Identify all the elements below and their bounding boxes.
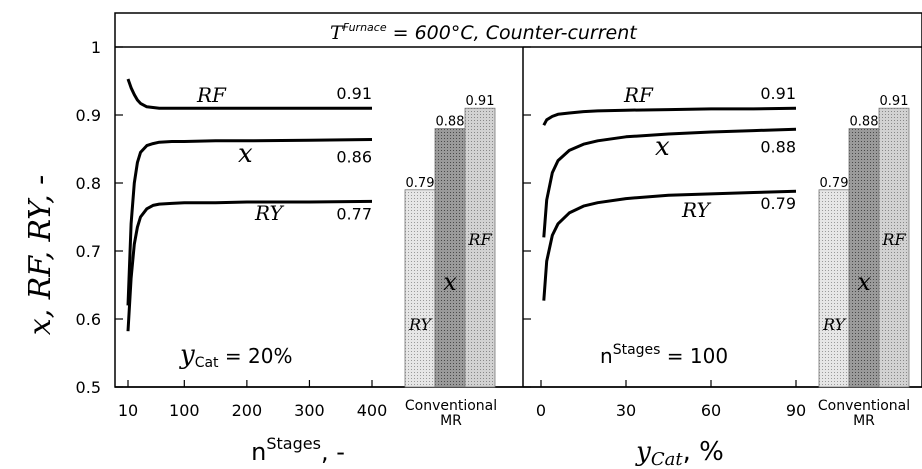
right-bar-ry <box>818 189 850 388</box>
left-bar-x-value-label: 0.88 <box>436 115 465 130</box>
left-x-tick-label: 10 <box>118 401 138 420</box>
left-x-tick-label: 100 <box>169 401 200 420</box>
right-series-rf-line <box>542 106 797 126</box>
left-annotation: yCat = 20% <box>179 340 292 371</box>
right-series-ry-name-label: RY <box>681 198 711 222</box>
left-bar-x-name-label: x <box>443 268 457 296</box>
right-mr-label: MR <box>853 413 875 429</box>
right-series-x-name-label: x <box>655 132 670 162</box>
y-tick-label: 0.5 <box>76 378 101 397</box>
left-conventional-label: Conventional <box>405 398 497 414</box>
right-bar-ry-value-label: 0.79 <box>820 176 849 191</box>
right-series-rf-name-label: RF <box>623 83 654 107</box>
y-tick-label: 0.6 <box>76 310 101 329</box>
left-series-x-end-label: 0.86 <box>336 147 372 166</box>
right-bar-rf <box>878 107 910 388</box>
left-series-rf-name-label: RF <box>196 83 227 107</box>
right-series-ry-line <box>542 189 797 301</box>
left-series-ry-line <box>126 199 373 332</box>
right-series-x-end-label: 0.88 <box>760 137 796 156</box>
left-x-tick-label: 200 <box>232 401 263 420</box>
left-bar-ry-value-label: 0.79 <box>406 176 435 191</box>
right-bar-x-name-label: x <box>857 268 871 296</box>
y-tick-label: 0.9 <box>76 106 101 125</box>
left-series-rf-end-label: 0.91 <box>336 84 372 103</box>
right-series-x-line <box>542 127 797 238</box>
left-x-tick-label: 300 <box>294 401 325 420</box>
left-x-tick-label: 400 <box>357 401 388 420</box>
right-bar-ry-name-label: RY <box>822 315 847 334</box>
left-x-axis-label: nStages, - <box>251 434 345 466</box>
right-series-ry-end-label: 0.79 <box>760 194 796 213</box>
left-bar-ry-name-label: RY <box>408 315 433 334</box>
right-x-tick-label: 0 <box>536 401 546 420</box>
right-conventional-label: Conventional <box>818 398 910 414</box>
chart-title: TFurnace = 600°C, Counter-current <box>330 21 638 44</box>
left-bar-rf-name-label: RF <box>467 230 492 249</box>
right-x-tick-label: 60 <box>701 401 721 420</box>
left-bar-rf <box>464 107 496 388</box>
left-bar-x <box>434 128 466 388</box>
left-series-ry-name-label: RY <box>254 201 284 225</box>
left-bar-rf-value-label: 0.91 <box>466 94 495 109</box>
y-tick-label: 0.7 <box>76 242 101 261</box>
left-series-rf-line <box>126 78 372 110</box>
left-series-ry-end-label: 0.77 <box>336 204 372 223</box>
right-series-rf-end-label: 0.91 <box>760 84 796 103</box>
right-x-axis-label: yCat, % <box>635 437 724 469</box>
left-series-x-line <box>126 138 373 306</box>
right-bar-x-value-label: 0.88 <box>850 115 879 130</box>
y-axis-label: x, RF, RY, - <box>23 175 58 336</box>
right-x-tick-label: 30 <box>616 401 636 420</box>
y-tick-label: 1 <box>91 38 101 57</box>
right-bar-x <box>848 128 880 388</box>
y-tick-label: 0.8 <box>76 174 101 193</box>
right-x-tick-label: 90 <box>786 401 806 420</box>
right-bar-rf-name-label: RF <box>881 230 906 249</box>
right-bar-rf-value-label: 0.91 <box>880 94 909 109</box>
left-mr-label: MR <box>440 413 462 429</box>
left-bar-ry <box>404 189 436 388</box>
plot-frame <box>114 12 922 388</box>
left-series-x-name-label: x <box>238 139 253 169</box>
right-annotation: nStages = 100 <box>600 342 728 368</box>
